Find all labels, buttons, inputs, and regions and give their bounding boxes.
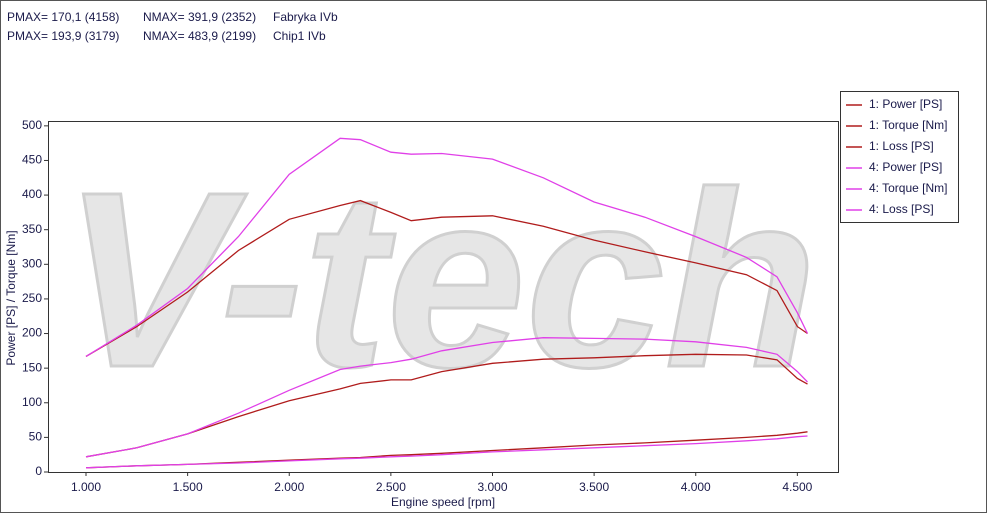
y-tick-label: 100 [22,395,42,409]
x-tick-label: 1.000 [71,480,101,494]
series-line [85,431,808,469]
legend-label: 4: Torque [Nm] [869,181,947,195]
x-axis-label: Engine speed [rpm] [391,495,495,509]
x-tick-label: 2.500 [376,480,406,494]
legend-label: 1: Loss [PS] [869,139,934,153]
x-tick-label: 3.000 [477,480,507,494]
y-tick-label: 150 [22,360,42,374]
legend [840,91,959,223]
header-text: NMAX= 391,9 (2352) [143,10,256,24]
header-text: Fabryka IVb [273,10,338,24]
legend-label: 1: Power [PS] [869,97,942,111]
y-tick-label: 250 [22,291,42,305]
legend-label: 1: Torque [Nm] [869,118,947,132]
y-axis-label: Power [PS] / Torque [Nm] [4,230,18,365]
series-line [85,435,808,469]
y-tick-label: 500 [22,118,42,132]
legend-label: 4: Power [PS] [869,160,942,174]
header-text: PMAX= 170,1 (4158) [7,10,119,24]
header-text: Chip1 IVb [273,29,326,43]
y-tick-label: 0 [35,464,42,478]
x-tick-label: 1.500 [173,480,203,494]
series-line [85,337,808,458]
y-tick-label: 200 [22,326,42,340]
watermark: V-tech [63,140,818,419]
x-tick-label: 3.500 [579,480,609,494]
series-line [85,353,808,458]
x-tick-label: 2.000 [274,480,304,494]
x-tick-label: 4.500 [782,480,812,494]
series-line [85,137,809,357]
header-text: NMAX= 483,9 (2199) [143,29,256,43]
y-tick-label: 350 [22,222,42,236]
legend-label: 4: Loss [PS] [869,202,934,216]
x-tick-label: 4.000 [681,480,711,494]
y-tick-label: 400 [22,187,42,201]
y-tick-label: 50 [29,430,43,444]
y-tick-label: 300 [22,256,42,270]
y-tick-label: 450 [22,153,42,167]
series-line [85,199,808,357]
header-text: PMAX= 193,9 (3179) [7,29,119,43]
